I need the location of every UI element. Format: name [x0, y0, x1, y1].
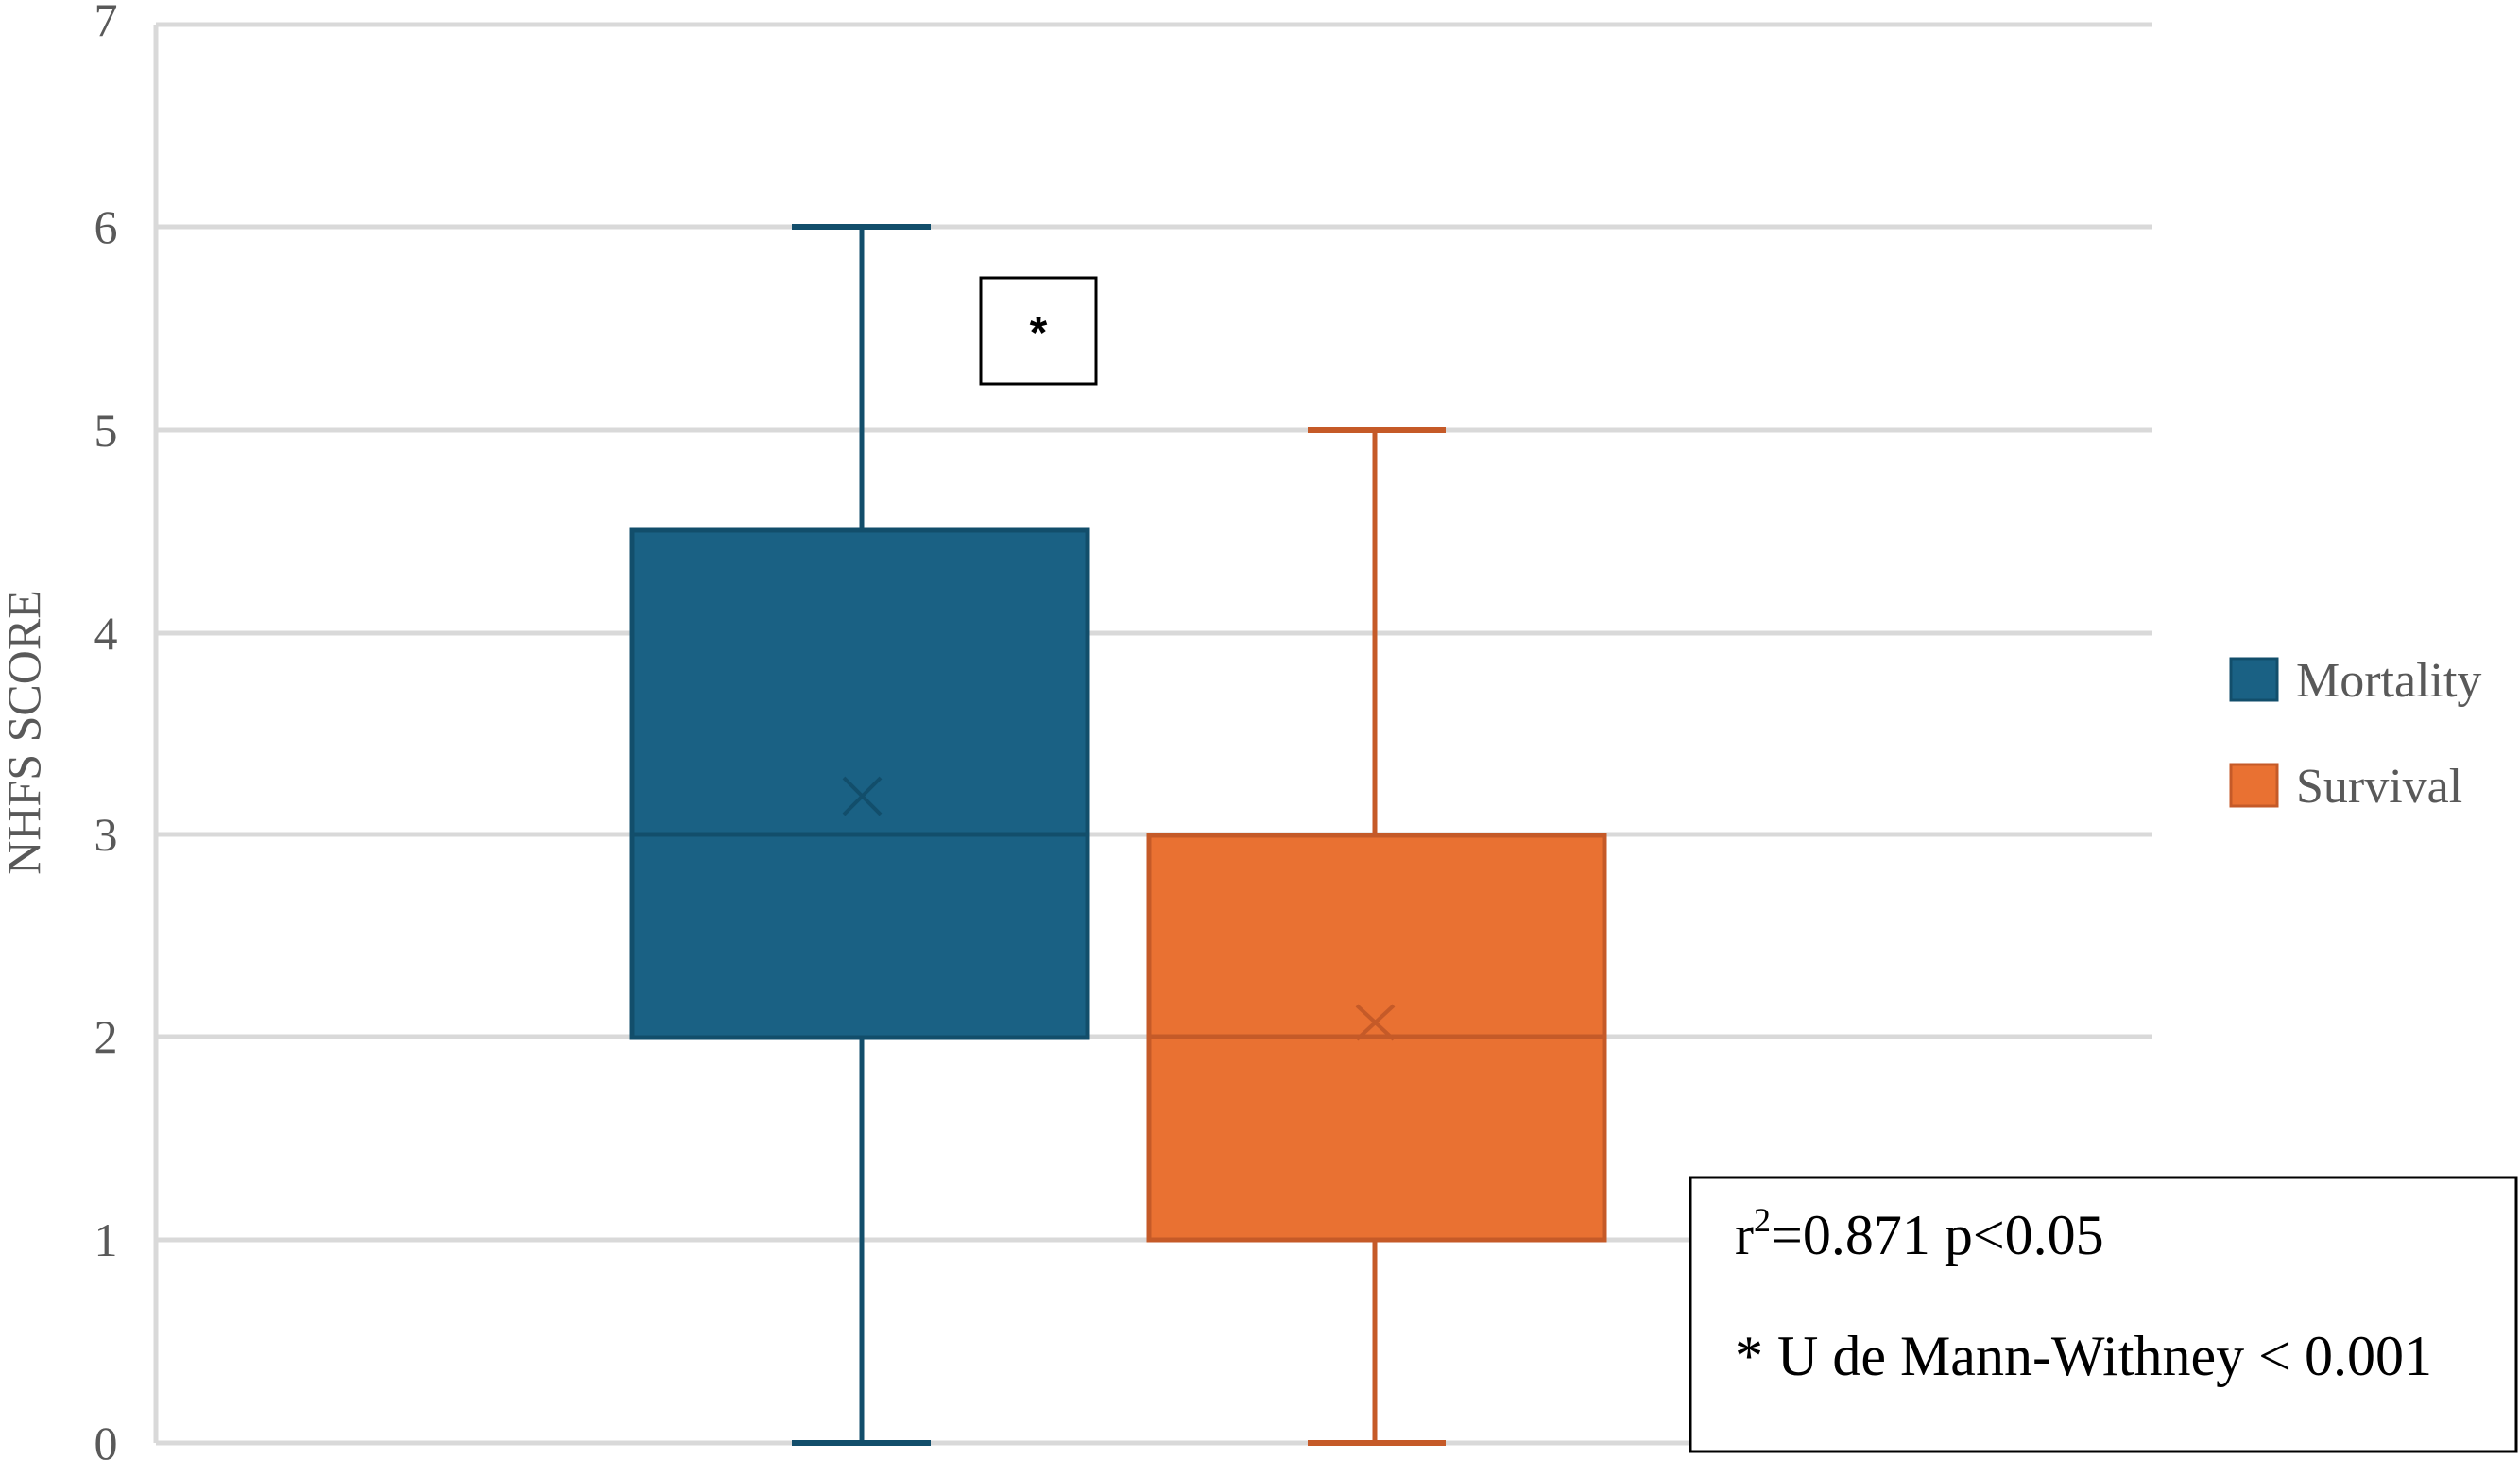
legend-swatch-survival [2229, 763, 2279, 808]
stats-annotation: r2=0.871 p<0.05 * U de Mann-Withney < 0.… [1689, 1176, 2518, 1453]
y-axis-label: NHFS SCORE [0, 590, 50, 875]
mortality-box [629, 224, 1090, 1446]
mortality-mean-marker [842, 776, 883, 816]
legend-label-mortality: Mortality [2296, 654, 2481, 708]
y-tick-2: 2 [94, 1010, 118, 1063]
y-tick-6: 6 [94, 200, 118, 253]
y-tick-4: 4 [94, 607, 118, 660]
stats-line-mann-whitney: * U de Mann-Withney < 0.001 [1735, 1325, 2432, 1387]
significance-asterisk: * [1030, 308, 1048, 358]
legend-item-survival: Survival [2229, 760, 2462, 814]
y-tick-7: 7 [94, 0, 118, 46]
survival-box [1146, 427, 1607, 1446]
significance-marker: * [979, 276, 1098, 386]
y-tick-1: 1 [94, 1213, 118, 1266]
y-axis-ticks: 0 1 2 3 4 5 6 7 [94, 0, 118, 1460]
legend-item-mortality: Mortality [2229, 654, 2481, 708]
y-tick-0: 0 [94, 1417, 118, 1460]
y-tick-5: 5 [94, 404, 118, 456]
legend: Mortality Survival [2229, 654, 2481, 814]
survival-mean-marker [1355, 1004, 1396, 1041]
y-tick-3: 3 [94, 808, 118, 861]
legend-label-survival: Survival [2296, 760, 2462, 814]
stats-line-r2: r2=0.871 p<0.05 [1735, 1201, 2104, 1266]
legend-swatch-mortality [2229, 657, 2279, 702]
